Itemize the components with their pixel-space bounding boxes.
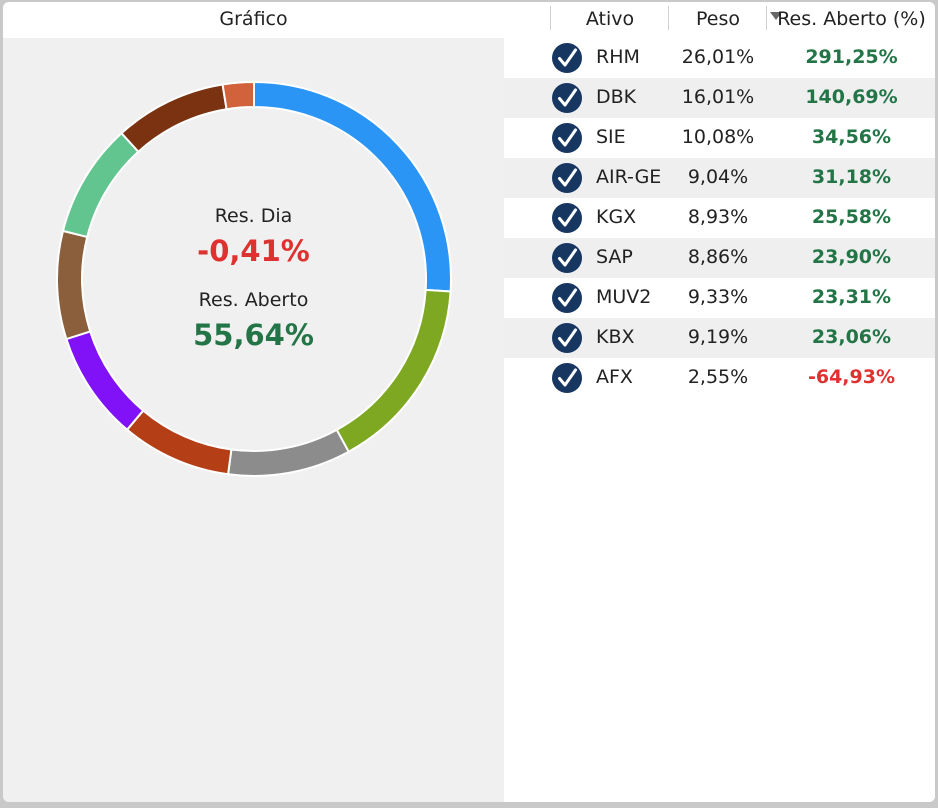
cell-ativo: AIR-GE (596, 166, 662, 188)
check-circle-icon[interactable] (552, 83, 582, 113)
cell-peso: 2,55% (687, 366, 749, 388)
check-circle-icon[interactable] (552, 203, 582, 233)
sort-desc-icon[interactable] (770, 12, 782, 20)
portfolio-widget: Gráfico Res. Dia -0,41% Res. Aberto 55,6… (3, 2, 935, 802)
res-aberto-label: Res. Aberto (198, 289, 309, 311)
cell-peso: 26,01% (681, 46, 755, 68)
donut-slice-sie[interactable] (226, 428, 351, 477)
check-circle-icon[interactable] (552, 163, 582, 193)
chart-panel: Gráfico Res. Dia -0,41% Res. Aberto 55,6… (3, 2, 504, 802)
table-row[interactable]: AFX 2,55% -64,93% (504, 358, 935, 398)
res-dia-value: -0,41% (197, 234, 310, 268)
column-header-peso[interactable]: Peso (696, 8, 740, 30)
cell-res-aberto: 23,90% (811, 246, 892, 268)
table-row[interactable]: SIE 10,08% 34,56% (504, 118, 935, 158)
table-row[interactable]: SAP 8,86% 23,90% (504, 238, 935, 278)
res-aberto-value: 55,64% (193, 318, 314, 352)
table-row[interactable]: MUV2 9,33% 23,31% (504, 278, 935, 318)
check-circle-icon[interactable] (552, 363, 582, 393)
check-circle-icon[interactable] (552, 323, 582, 353)
donut-slice-kbx[interactable] (120, 83, 228, 154)
donut-slice-afx[interactable] (221, 80, 255, 111)
donut-slice-air-ge[interactable] (125, 409, 233, 476)
cell-ativo: KGX (596, 206, 637, 228)
cell-peso: 8,86% (687, 246, 749, 268)
cell-peso: 16,01% (681, 86, 755, 108)
cell-peso: 9,19% (687, 326, 749, 348)
chart-area: Res. Dia -0,41% Res. Aberto 55,64% (3, 38, 504, 802)
check-circle-icon[interactable] (552, 43, 582, 73)
cell-ativo: SIE (596, 126, 626, 148)
cell-ativo: MUV2 (596, 286, 652, 308)
column-divider[interactable] (668, 6, 669, 30)
cell-peso: 9,04% (687, 166, 749, 188)
cell-res-aberto: 31,18% (811, 166, 892, 188)
cell-peso: 10,08% (681, 126, 755, 148)
cell-res-aberto: 140,69% (805, 86, 898, 108)
chart-panel-title: Gráfico (219, 8, 288, 30)
cell-peso: 9,33% (687, 286, 749, 308)
column-divider[interactable] (766, 6, 767, 30)
cell-ativo: DBK (596, 86, 637, 108)
column-header-res-aberto[interactable]: Res. Aberto (%) (777, 8, 926, 30)
assets-table: Ativo Peso Res. Aberto (%) RHM 26,01% 291,… (504, 2, 935, 802)
cell-res-aberto: -64,93% (807, 366, 896, 388)
column-header-ativo[interactable]: Ativo (585, 8, 635, 30)
cell-ativo: SAP (596, 246, 633, 268)
cell-ativo: AFX (596, 366, 633, 388)
column-divider[interactable] (550, 6, 551, 30)
cell-ativo: KBX (596, 326, 635, 348)
table-row[interactable]: RHM 26,01% 291,25% (504, 38, 935, 78)
table-body: RHM 26,01% 291,25% DBK 16,01% 140,69% SIE 10,08… (504, 38, 935, 398)
check-circle-icon[interactable] (552, 243, 582, 273)
cell-peso: 8,93% (687, 206, 749, 228)
cell-res-aberto: 291,25% (805, 46, 898, 68)
donut-slice-dbk[interactable] (335, 288, 452, 454)
table-row[interactable]: AIR-GE 9,04% 31,18% (504, 158, 935, 198)
cell-res-aberto: 23,31% (811, 286, 892, 308)
table-row[interactable]: DBK 16,01% 140,69% (504, 78, 935, 118)
check-circle-icon[interactable] (552, 123, 582, 153)
cell-res-aberto: 25,58% (811, 206, 892, 228)
res-dia-label: Res. Dia (214, 205, 293, 227)
cell-ativo: RHM (596, 46, 640, 68)
chart-panel-header: Gráfico (3, 2, 504, 38)
cell-res-aberto: 23,06% (811, 326, 892, 348)
table-row[interactable]: KBX 9,19% 23,06% (504, 318, 935, 358)
donut-chart (56, 80, 452, 477)
cell-res-aberto: 34,56% (811, 126, 892, 148)
check-circle-icon[interactable] (552, 283, 582, 313)
table-row[interactable]: KGX 8,93% 25,58% (504, 198, 935, 238)
